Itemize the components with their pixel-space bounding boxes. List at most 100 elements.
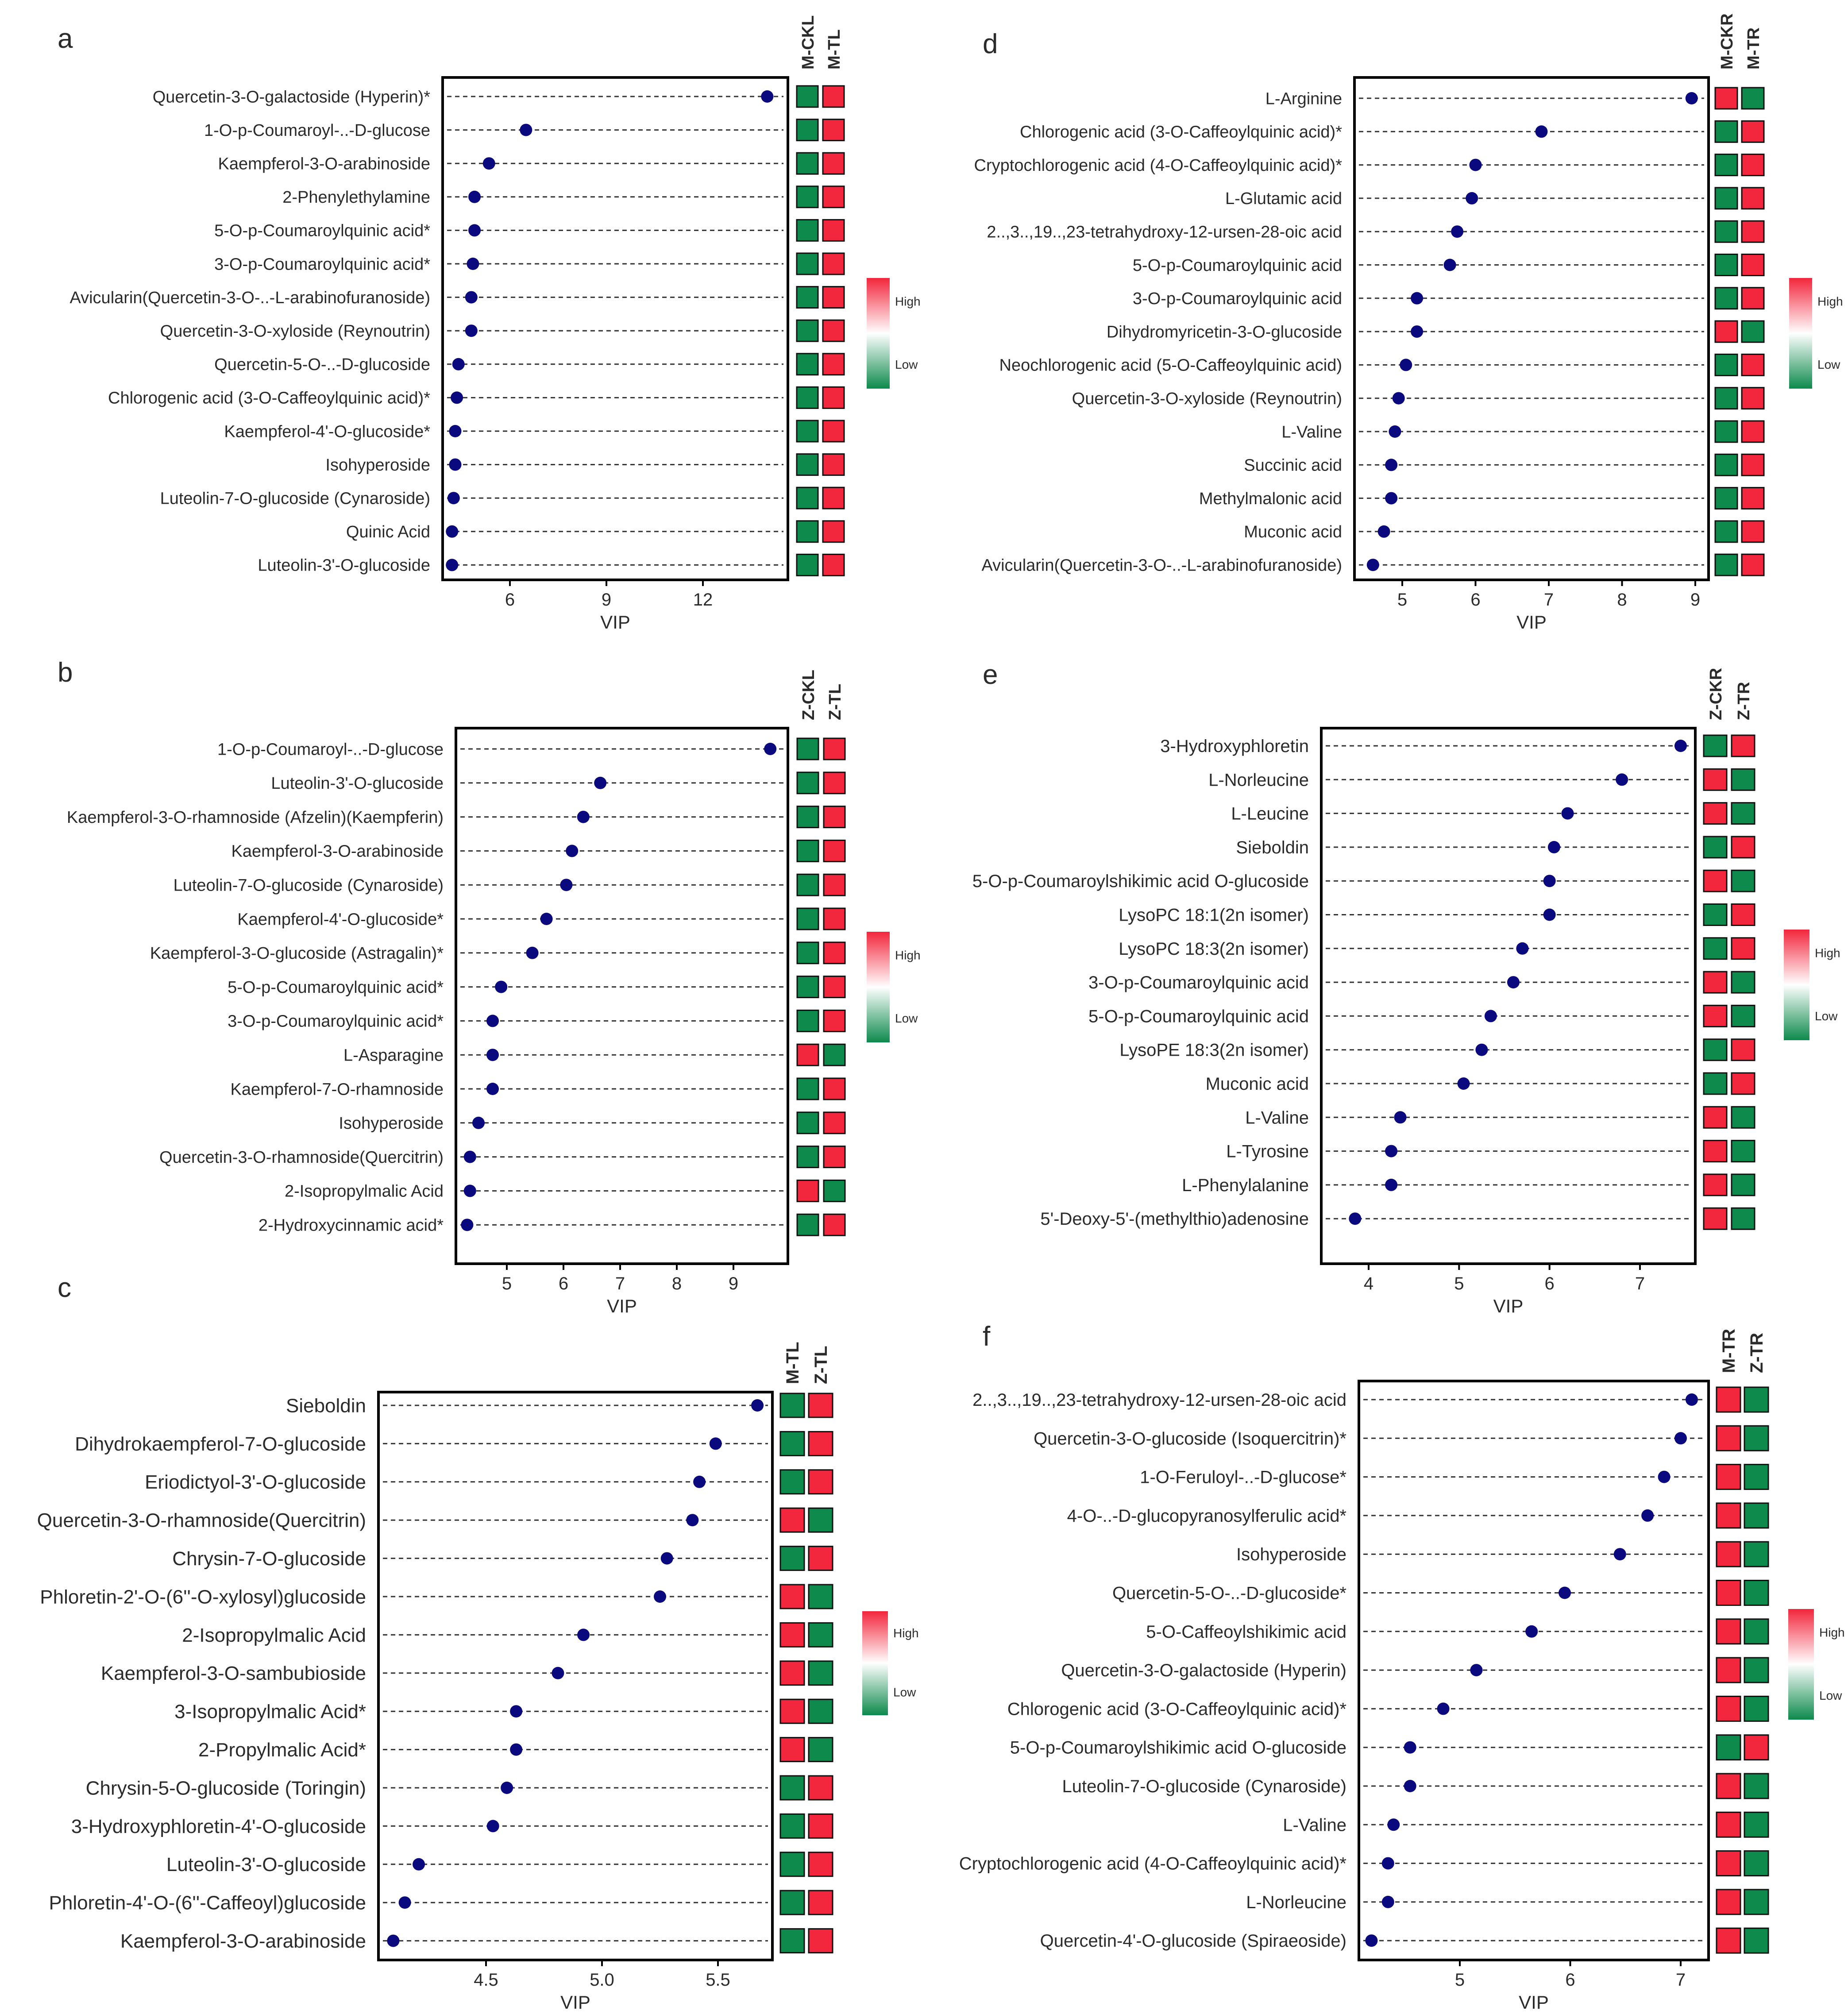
metabolite-label: Luteolin-3'-O-glucoside [271, 774, 444, 793]
x-tick-label: 8 [1617, 590, 1627, 610]
legend-high-label: High [895, 949, 921, 962]
vip-point [446, 525, 459, 538]
heat-cell-M-TR [1741, 420, 1765, 443]
heat-cell-M-CKL [796, 185, 819, 208]
panel-e: e 3-Hydroxyphloretin L-Norleucine L-Leucine… [972, 660, 1840, 1316]
heat-cell-M-CKL [796, 85, 819, 108]
heat-cell-M-TL [822, 152, 845, 175]
x-tick-label: 7 [1635, 1274, 1645, 1293]
heat-cell-Z-TL [823, 1043, 846, 1066]
row-8: 3-O-p-Coumaroylquinic acid [1088, 971, 1755, 994]
vip-point [764, 743, 777, 755]
metabolite-label: 3-O-p-Coumaroylquinic acid [1133, 289, 1342, 308]
row-4: Quercetin-3-O-rhamnoside(Quercitrin) [37, 1507, 833, 1533]
x-tick-label: 7 [1676, 1970, 1686, 1990]
heat-cell-Z-TL [823, 737, 846, 760]
heat-legend-bar [867, 932, 890, 1042]
vip-point [1377, 525, 1390, 538]
metabolite-label: 1-O-p-Coumaroyl-..-D-glucose [217, 740, 444, 759]
vip-point [751, 1399, 764, 1412]
heat-cell-M-TL [822, 252, 845, 275]
row-9: Chlorogenic acid (3-O-Caffeoylquinic aci… [1007, 1695, 1769, 1722]
metabolite-label: Kaempferol-3-O-arabinoside [120, 1930, 366, 1952]
row-5: Luteolin-7-O-glucoside (Cynaroside) [174, 873, 846, 896]
heat-column-header: M-TL [783, 1342, 802, 1384]
vip-point [510, 1705, 523, 1718]
x-tick-label: 4 [1364, 1274, 1373, 1293]
row-15: Luteolin-3'-O-glucoside [258, 553, 845, 576]
metabolite-label: Kaempferol-7-O-rhamnoside [230, 1080, 444, 1099]
heat-cell-M-TR [1741, 154, 1765, 177]
row-13: L-Tyrosine [1226, 1140, 1755, 1163]
metabolite-label: 5-O-p-Coumaroylquinic acid [1088, 1007, 1309, 1026]
vip-point [461, 1219, 474, 1231]
row-9: Neochlorogenic acid (5-O-Caffeoylquinic … [999, 353, 1765, 376]
row-10: 5-O-p-Coumaroylshikimic acid O-glucoside [1010, 1734, 1769, 1761]
heat-cell-M-CKL [796, 286, 819, 309]
vip-point [654, 1590, 666, 1603]
heat-cell-Z-CKL [796, 1179, 819, 1202]
heat-cell-M-CKL [796, 486, 819, 509]
heat-cell-Z-CKR [1703, 937, 1728, 960]
row-5: Isohyperoside [1236, 1541, 1769, 1567]
metabolite-label: Phloretin-2'-O-(6''-O-xylosyl)glucoside [40, 1586, 366, 1608]
legend-low-label: Low [1819, 1689, 1842, 1702]
heat-cell-Z-TL [823, 1146, 846, 1169]
vip-point [465, 291, 478, 304]
row-3: 1-O-Feruloyl-..-D-glucose* [1140, 1464, 1769, 1490]
row-14: Phloretin-4'-O-(6''-Caffeoyl)glucoside [49, 1890, 833, 1915]
row-13: Luteolin-3'-O-glucoside [166, 1852, 833, 1877]
heat-cell-M-TR [1716, 1850, 1741, 1877]
vip-point [1385, 1145, 1398, 1157]
heat-cell-M-TL [779, 1737, 805, 1763]
row-3: Kaempferol-3-O-rhamnoside (Afzelin)(Kaem… [67, 806, 846, 829]
heat-column-header: M-TR [1744, 27, 1763, 69]
plot-frame [1353, 76, 1710, 581]
heat-cell-Z-CKR [1703, 971, 1728, 994]
legend-high-label: High [893, 1626, 919, 1640]
heat-cell-M-CKL [796, 520, 819, 543]
x-tick-label: 6 [505, 590, 515, 610]
heat-cell-M-CKR [1714, 120, 1738, 143]
heat-cell-Z-TL [808, 1546, 833, 1571]
heat-cell-M-CKR [1714, 87, 1738, 110]
vip-point [1616, 773, 1628, 786]
vip-point [1674, 1432, 1687, 1445]
metabolite-label: Avicularin(Quercetin-3-O-..-L-arabinofur… [69, 289, 430, 307]
metabolite-label: 5-O-p-Coumaroylquinic acid* [214, 222, 430, 240]
heat-cell-Z-TR [1731, 1140, 1755, 1163]
metabolite-label: Quercetin-5-O-..-D-glucoside [214, 355, 430, 374]
heat-cell-M-CKL [796, 386, 819, 409]
plot-frame [1358, 1380, 1710, 1961]
x-tick-label: 6 [1565, 1970, 1575, 1990]
x-tick-label: 5.5 [706, 1970, 730, 1990]
vip-point [451, 391, 463, 404]
metabolite-label: LysoPE 18:3(2n isomer) [1119, 1041, 1309, 1060]
heat-cell-Z-TR [1744, 1541, 1769, 1567]
metabolite-label: Isohyperoside [1236, 1545, 1346, 1564]
heat-cell-M-CKR [1714, 487, 1738, 510]
row-6: Phloretin-2'-O-(6''-O-xylosyl)glucoside [40, 1584, 833, 1609]
vip-point [526, 946, 539, 959]
vip-point [482, 157, 495, 170]
heat-cell-M-TR [1716, 1618, 1741, 1645]
heat-legend-bar [867, 278, 890, 389]
plot-frame [455, 727, 789, 1265]
heat-cell-Z-CKL [796, 1111, 819, 1134]
metabolite-label: Dihydromyricetin-3-O-glucoside [1107, 323, 1342, 341]
heat-cell-Z-TR [1744, 1889, 1769, 1915]
row-11: Kaempferol-7-O-rhamnoside [230, 1077, 846, 1100]
heat-cell-M-CKR [1714, 187, 1738, 210]
metabolite-label: Quercetin-3-O-xyloside (Reynoutrin) [160, 322, 430, 341]
heat-cell-Z-CKL [796, 772, 819, 795]
heat-cell-M-TR [1741, 187, 1765, 210]
row-10: L-Asparagine [343, 1043, 846, 1066]
heat-cell-Z-CKR [1703, 802, 1728, 825]
row-10: 2-Propylmalic Acid* [198, 1737, 833, 1763]
vip-point [472, 1116, 485, 1129]
vip-point [1484, 1010, 1497, 1022]
row-11: Muconic acid [1206, 1072, 1755, 1095]
x-axis-label: VIP [1516, 612, 1547, 633]
heat-cell-M-CKL [796, 152, 819, 175]
metabolite-label: L-Valine [1245, 1108, 1309, 1127]
